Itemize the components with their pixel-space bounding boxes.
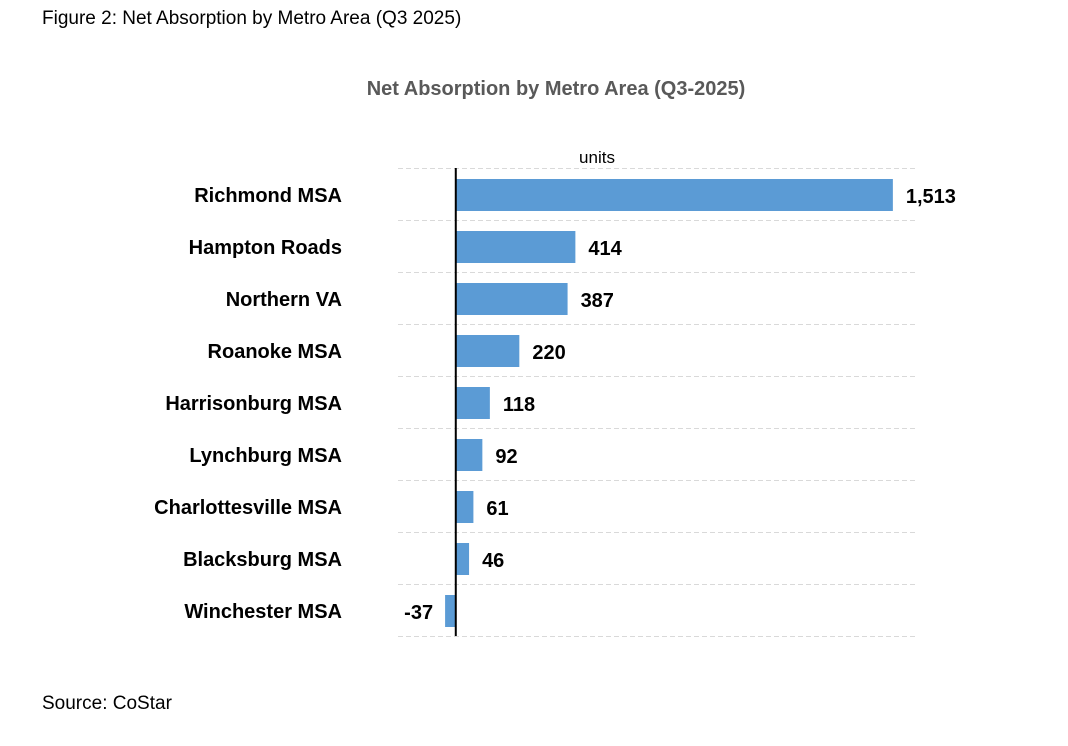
category-label: Lynchburg MSA: [189, 445, 342, 467]
category-label: Richmond MSA: [194, 185, 342, 207]
category-label: Blacksburg MSA: [183, 549, 342, 571]
category-label: Winchester MSA: [184, 601, 342, 623]
data-label: -37: [404, 602, 433, 624]
data-label: 46: [482, 550, 504, 572]
bar: [455, 439, 483, 471]
axis-unit-label: units: [579, 148, 615, 167]
data-label: 118: [503, 394, 535, 416]
chart-title: Net Absorption by Metro Area (Q3-2025): [367, 78, 746, 100]
data-label: 414: [588, 238, 622, 260]
bar: [455, 543, 470, 575]
category-label: Harrisonburg MSA: [165, 393, 342, 415]
data-label: 220: [532, 342, 565, 364]
bar: [455, 491, 474, 523]
bar: [455, 283, 568, 315]
category-label: Northern VA: [226, 289, 342, 311]
data-label: 1,513: [906, 186, 956, 208]
category-label: Charlottesville MSA: [154, 497, 342, 519]
figure-caption: Figure 2: Net Absorption by Metro Area (…: [42, 8, 462, 29]
bar: [455, 335, 520, 367]
bar: [455, 231, 576, 263]
source-note: Source: CoStar: [42, 693, 172, 714]
category-label: Roanoke MSA: [208, 341, 342, 363]
bar: [445, 595, 456, 627]
category-label: Hampton Roads: [189, 237, 342, 259]
bar: [455, 387, 490, 419]
data-label: 92: [495, 446, 517, 468]
data-label: 61: [486, 498, 508, 520]
data-label: 387: [581, 290, 614, 312]
bar: [455, 179, 893, 211]
